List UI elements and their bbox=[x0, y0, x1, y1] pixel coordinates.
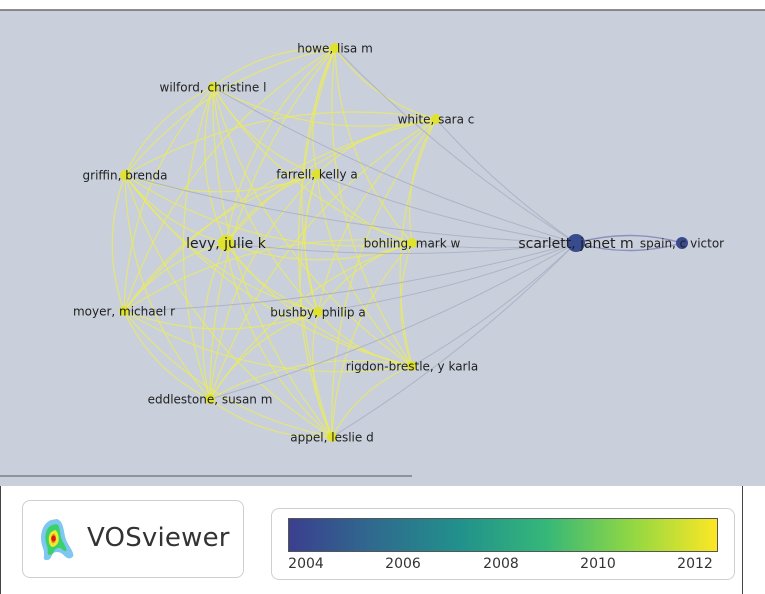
node-label-farrell[interactable]: farrell, kelly a bbox=[276, 167, 358, 181]
edge-moyer-scarlett bbox=[123, 242, 577, 312]
edge-griffin-appel bbox=[124, 174, 333, 438]
vosviewer-density-icon bbox=[41, 519, 74, 560]
edge-farrell-moyer bbox=[123, 173, 318, 312]
color-scale-bar bbox=[288, 518, 718, 552]
edge-farrell-eddlestone bbox=[209, 173, 318, 400]
edge-howe-bohling bbox=[334, 47, 413, 244]
edge-griffin-scarlett bbox=[124, 174, 577, 244]
legend-tick-2004: 2004 bbox=[288, 556, 324, 572]
edge-scarlett-spain bbox=[575, 242, 683, 252]
edge-bushby-scarlett bbox=[317, 242, 577, 313]
edge-wilford-scarlett bbox=[212, 86, 577, 244]
edge-bohling-rigdon bbox=[400, 242, 413, 367]
edge-wilford-levy bbox=[204, 86, 227, 244]
node-label-moyer[interactable]: moyer, michael r bbox=[73, 304, 175, 318]
node-farrell[interactable] bbox=[312, 169, 322, 179]
edge-white-griffin bbox=[124, 111, 437, 176]
edge-levy-appel bbox=[225, 242, 333, 438]
edge-howe-levy bbox=[225, 47, 336, 244]
node-label-appel[interactable]: appel, leslie d bbox=[290, 430, 373, 444]
node-label-griffin[interactable]: griffin, brenda bbox=[83, 168, 168, 182]
node-label-howe[interactable]: howe, lisa m bbox=[297, 41, 373, 55]
edge-bohling-scarlett bbox=[411, 242, 577, 249]
network-background bbox=[0, 10, 765, 486]
edge-farrell-scarlett bbox=[316, 173, 577, 244]
node-moyer[interactable] bbox=[119, 306, 129, 316]
vosviewer-logo-box: VOSviewer bbox=[22, 500, 244, 578]
node-label-levy[interactable]: levy, julie k bbox=[186, 236, 267, 252]
edge-bohling-moyer bbox=[123, 239, 413, 312]
edge-levy-bohling bbox=[225, 242, 413, 261]
node-label-wilford[interactable]: wilford, christine l bbox=[160, 80, 267, 94]
edge-appel-scarlett bbox=[331, 242, 577, 438]
vosviewer-logo-text: VOSviewer bbox=[87, 523, 230, 553]
edge-rigdon-appel bbox=[331, 365, 413, 438]
edge-levy-eddlestone bbox=[202, 242, 227, 400]
edge-wilford-rigdon bbox=[212, 86, 413, 367]
legend-tick-2008: 2008 bbox=[483, 556, 519, 572]
edge-levy-moyer bbox=[123, 242, 227, 312]
edge-howe-griffin bbox=[124, 47, 336, 176]
node-griffin[interactable] bbox=[120, 170, 130, 180]
edge-howe-wilford bbox=[212, 47, 336, 88]
edge-farrell-bohling bbox=[316, 173, 413, 244]
edge-howe-moyer bbox=[123, 47, 336, 312]
edge-wilford-bushby bbox=[212, 86, 319, 313]
edge-howe-scarlett bbox=[334, 47, 577, 244]
node-label-spain[interactable]: spain, c victor bbox=[640, 236, 724, 250]
node-howe[interactable] bbox=[330, 43, 340, 53]
edge-eddlestone-appel bbox=[209, 398, 333, 438]
node-eddlestone[interactable] bbox=[205, 394, 215, 404]
edge-white-appel bbox=[331, 118, 437, 438]
edge-moyer-appel bbox=[123, 310, 333, 438]
node-bohling[interactable] bbox=[407, 238, 417, 248]
edge-bushby-eddlestone bbox=[209, 311, 319, 400]
node-label-rigdon[interactable]: rigdon-brestle, y karla bbox=[346, 359, 478, 373]
edge-howe-eddlestone bbox=[209, 47, 336, 400]
edge-white-moyer bbox=[123, 118, 437, 312]
edge-farrell-levy bbox=[225, 173, 318, 244]
edge-wilford-eddlestone bbox=[182, 86, 214, 400]
node-label-eddlestone[interactable]: eddlestone, susan m bbox=[148, 392, 273, 406]
node-label-scarlett[interactable]: scarlett, janet m bbox=[518, 236, 633, 252]
node-rigdon[interactable] bbox=[407, 361, 417, 371]
edge-moyer-bushby bbox=[123, 310, 319, 330]
legend-tick-2012: 2012 bbox=[677, 556, 713, 572]
edge-howe-white bbox=[334, 47, 437, 120]
node-bushby[interactable] bbox=[313, 307, 323, 317]
overlay-color-legend: 2004 2006 2008 2010 2012 bbox=[271, 508, 735, 580]
node-label-white[interactable]: white, sara c bbox=[398, 112, 475, 126]
node-wilford[interactable] bbox=[208, 82, 218, 92]
edge-eddlestone-scarlett bbox=[209, 242, 577, 400]
edge-white-scarlett bbox=[435, 118, 577, 244]
node-label-bohling[interactable]: bohling, mark w bbox=[364, 236, 461, 250]
edge-griffin-bohling bbox=[124, 174, 413, 247]
edges-layer bbox=[111, 47, 683, 438]
edge-bohling-appel bbox=[331, 242, 413, 438]
edge-griffin-rigdon bbox=[124, 174, 413, 367]
node-levy[interactable] bbox=[218, 235, 234, 251]
legend-tick-2006: 2006 bbox=[385, 556, 421, 572]
edge-moyer-rigdon bbox=[123, 310, 413, 373]
edge-griffin-eddlestone bbox=[124, 174, 211, 400]
edge-griffin-moyer bbox=[111, 174, 126, 312]
edge-moyer-eddlestone bbox=[123, 310, 211, 400]
node-scarlett[interactable] bbox=[567, 234, 585, 252]
edge-wilford-appel bbox=[212, 86, 333, 438]
edge-scarlett-spain bbox=[575, 234, 683, 244]
edge-rigdon-scarlett bbox=[411, 242, 577, 367]
edge-rigdon-eddlestone bbox=[209, 359, 413, 400]
edge-wilford-moyer bbox=[123, 86, 214, 312]
edge-bushby-appel bbox=[312, 311, 333, 438]
nodes-layer: howe, lisa m wilford, christine l white, s… bbox=[73, 41, 724, 444]
legend-tick-2010: 2010 bbox=[580, 556, 616, 572]
edge-levy-scarlett bbox=[225, 242, 577, 254]
edge-wilford-griffin bbox=[124, 86, 214, 176]
node-appel[interactable] bbox=[327, 432, 337, 442]
node-label-bushby[interactable]: bushby, philip a bbox=[270, 305, 365, 319]
node-spain[interactable] bbox=[676, 237, 688, 249]
node-white[interactable] bbox=[431, 114, 441, 124]
